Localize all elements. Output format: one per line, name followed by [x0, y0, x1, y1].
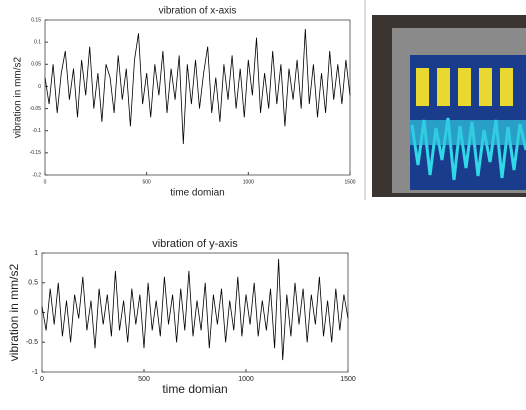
plot-frame [44, 19, 351, 176]
y-tick-label: -0.2 [32, 172, 41, 178]
oscilloscope-photo [372, 15, 526, 197]
y-tick-label: 0 [34, 309, 38, 316]
plot-frame [41, 252, 349, 373]
y-axis-label: vibration in mm/s2 [13, 56, 24, 138]
x-tick-label: 1500 [340, 376, 356, 383]
y-tick-label: -0.5 [26, 339, 38, 346]
chart-title: vibration of y-axis [152, 238, 238, 250]
x-tick-label: 1000 [238, 376, 254, 383]
x-tick-label: 500 [138, 376, 150, 383]
y-tick-label: 0.1 [34, 39, 41, 45]
signal-line [41, 258, 349, 361]
x-tick-label: 500 [142, 179, 151, 185]
y-tick-label: 0.05 [31, 62, 41, 68]
y-tick-label: -1 [32, 369, 38, 376]
y-tick-label: -0.05 [30, 106, 42, 112]
x-axis-label: time domian [170, 188, 224, 199]
y-axis-label: vibration in mm/s2 [7, 263, 21, 361]
y-tick-label: -0.1 [32, 128, 41, 134]
chart-title: vibration of x-axis [159, 6, 237, 17]
x-tick-label: 1000 [243, 179, 254, 185]
y-tick-label: 0.15 [31, 17, 41, 23]
y-tick-label: 1 [34, 250, 38, 257]
y-tick-label: 0.5 [28, 280, 38, 287]
signal-line [44, 28, 351, 145]
y-tick-label: -0.15 [30, 150, 42, 156]
y-tick-label: 0 [38, 84, 41, 90]
x-tick-label: 0 [44, 179, 47, 185]
x-tick-label: 0 [40, 376, 44, 383]
x-axis-label: time domian [162, 382, 227, 396]
x-tick-label: 1500 [344, 179, 355, 185]
